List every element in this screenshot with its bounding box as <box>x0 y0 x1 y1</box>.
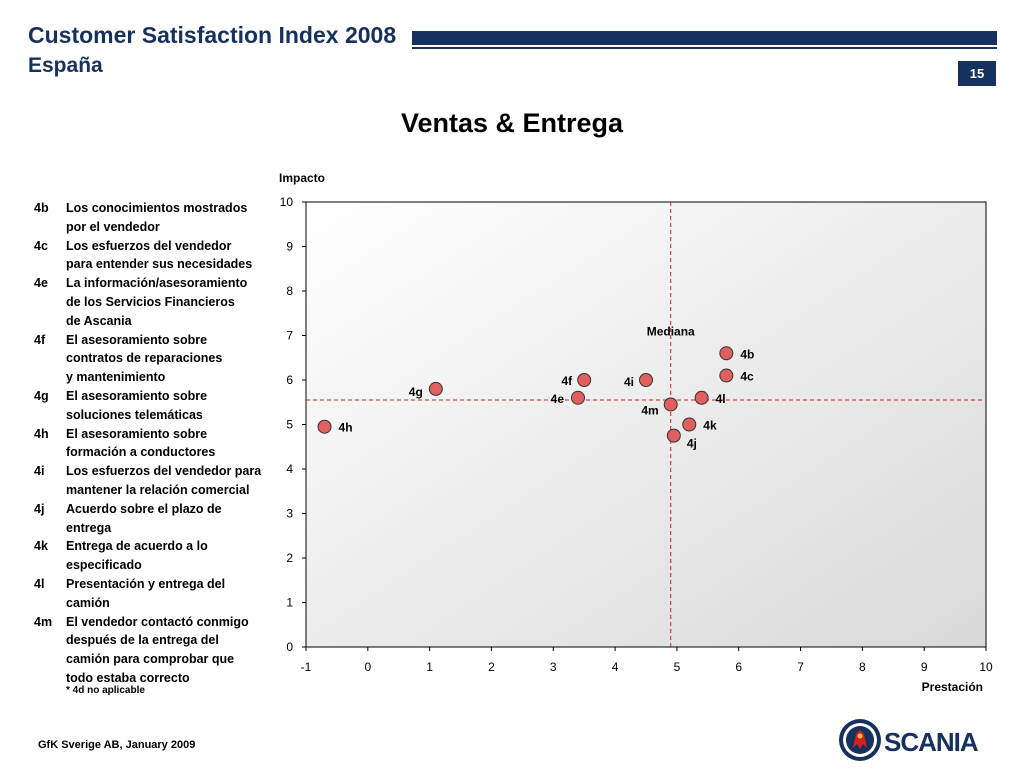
y-tick-label: 10 <box>280 195 294 209</box>
legend-code: 4b <box>34 201 49 215</box>
y-tick-label: 6 <box>286 373 293 387</box>
data-point-4b <box>719 346 734 361</box>
legend-code: 4i <box>34 464 45 479</box>
legend-code: 4k <box>34 539 48 554</box>
legend-code: 4e <box>34 276 48 291</box>
legend-code: 4f <box>34 332 46 347</box>
median-label: Mediana <box>647 325 695 339</box>
header-subtitle: España <box>28 54 103 77</box>
data-label-4e: 4e <box>551 392 565 406</box>
x-tick-label: 9 <box>921 660 928 674</box>
legend-description: Los esfuerzos del vendedor para mantener… <box>66 464 262 497</box>
legend-item-4c: 4c Los esfuerzos del vendedor para entend… <box>34 237 284 275</box>
x-tick-label: 2 <box>488 660 495 674</box>
data-point-4i <box>639 373 653 387</box>
x-tick-label: 1 <box>426 660 433 674</box>
x-axis-label: Prestación <box>922 680 983 694</box>
legend-item-4l: 4l Presentación y entrega del camión <box>34 575 284 613</box>
footnote: * 4d no aplicable <box>66 685 145 696</box>
legend-code: 4h <box>34 426 49 441</box>
y-tick-label: 2 <box>286 551 293 565</box>
legend-item-4j: 4j Acuerdo sobre el plazo de entrega <box>34 500 284 538</box>
data-point-4h <box>317 419 332 434</box>
data-label-4g: 4g <box>409 385 423 399</box>
legend-item-4m: 4m El vendedor contactó conmigo después d… <box>34 613 284 688</box>
griffin-emblem-icon <box>839 719 881 761</box>
legend-description: Presentación y entrega del camión <box>66 576 226 610</box>
y-tick-label: 0 <box>286 640 293 654</box>
data-point-4m <box>663 397 678 412</box>
legend-item-4k: 4k Entrega de acuerdo a lo especificado <box>34 537 284 575</box>
legend-code: 4l <box>34 576 45 591</box>
data-label-4j: 4j <box>687 437 697 451</box>
x-tick-label: 8 <box>859 660 866 674</box>
legend-description: Los conocimientos mostrados por el vende… <box>66 201 248 234</box>
data-label-4l: 4l <box>716 392 726 406</box>
y-tick-label: 5 <box>286 418 293 432</box>
x-tick-label: 7 <box>797 660 804 674</box>
data-point-4k <box>682 417 697 432</box>
page-number: 15 <box>958 61 996 86</box>
scatter-chart: 0 1 2 3 4 5 6 7 8 9 10 -1 0 1 2 3 4 5 6 7 8 9 10 Impacto Prestac… <box>279 171 993 694</box>
data-label-4f: 4f <box>562 374 574 388</box>
data-point-4e <box>571 390 585 405</box>
data-point-4g <box>428 381 443 396</box>
y-tick-label: 4 <box>286 462 293 476</box>
x-tick-label: 5 <box>674 660 681 674</box>
x-tick-label: 6 <box>735 660 742 674</box>
plot-area <box>305 201 987 648</box>
legend-description: El asesoramiento sobre soluciones telemá… <box>66 388 208 422</box>
data-label-4c: 4c <box>740 370 754 384</box>
legend-item-4b: 4b Los conocimientos mostrados por el ven… <box>34 199 284 237</box>
y-axis-label: Impacto <box>279 171 325 185</box>
legend-code: 4m <box>34 614 53 629</box>
legend-code: 4j <box>34 501 45 516</box>
legend-description: Acuerdo sobre el plazo de entrega <box>66 501 222 535</box>
x-tick-label: 10 <box>979 660 993 674</box>
legend: 4b Los conocimientos mostrados por el ven… <box>34 199 284 688</box>
legend-description: El asesoramiento sobre formación a condu… <box>66 426 216 460</box>
legend-description: El asesoramiento sobre contratos de repa… <box>66 332 223 385</box>
header-bar-line <box>412 47 997 49</box>
y-tick-label: 8 <box>286 284 293 298</box>
y-tick-label: 9 <box>286 240 293 254</box>
legend-item-4f: 4f El asesoramiento sobre contratos de re… <box>34 331 284 387</box>
legend-description: El vendedor contactó conmigo después de … <box>66 614 249 685</box>
data-point-4f <box>577 373 592 387</box>
y-tick-label: 7 <box>286 329 293 343</box>
data-point-4j <box>666 428 681 443</box>
legend-item-4i: 4i Los esfuerzos del vendedor para manten… <box>34 462 284 500</box>
x-tick-label: 3 <box>550 660 557 674</box>
data-label-4h: 4h <box>339 421 353 435</box>
x-tick-label: -1 <box>301 660 312 674</box>
legend-code: 4g <box>34 388 49 403</box>
chart-title: Ventas & Entrega <box>400 108 624 138</box>
y-tick-label: 3 <box>286 507 293 521</box>
legend-description: Los esfuerzos del vendedor para entender… <box>66 238 253 272</box>
data-point-4c <box>719 368 734 383</box>
legend-code: 4c <box>34 238 48 253</box>
data-label-4k: 4k <box>703 419 717 433</box>
legend-item-4h: 4h El asesoramiento sobre formación a con… <box>34 425 284 463</box>
footer: GfK Sverige AB, January 2009 <box>38 739 196 751</box>
data-point-4l <box>694 390 709 405</box>
header-bar <box>412 31 997 45</box>
scania-logo: SCANIA <box>839 719 980 761</box>
legend-description: Entrega de acuerdo a lo especificado <box>66 539 208 573</box>
legend-description: La información/asesoramiento de los Serv… <box>66 276 248 328</box>
x-tick-label: 0 <box>364 660 371 674</box>
data-label-4m: 4m <box>641 403 658 417</box>
header-title: Customer Satisfaction Index 2008 <box>28 22 397 48</box>
data-label-4b: 4b <box>740 347 754 361</box>
legend-item-4g: 4g El asesoramiento sobre soluciones tele… <box>34 387 284 425</box>
y-tick-label: 1 <box>286 596 293 610</box>
logo-text: SCANIA <box>884 727 979 757</box>
data-label-4i: 4i <box>624 375 634 389</box>
x-tick-label: 4 <box>612 660 619 674</box>
legend-item-4e: 4e La información/asesoramiento de los Se… <box>34 274 284 330</box>
